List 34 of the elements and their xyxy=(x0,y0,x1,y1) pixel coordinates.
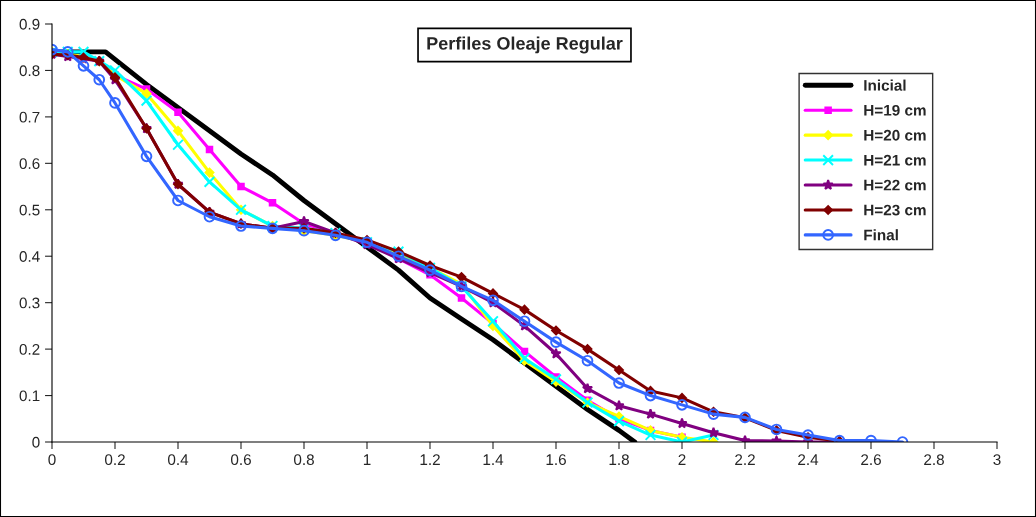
legend-label: H=19 cm xyxy=(864,104,926,116)
y-tick-label: 0.6 xyxy=(19,158,40,170)
x-tick-label: 3 xyxy=(993,454,1001,466)
x-tick-label: 1.2 xyxy=(420,454,440,465)
x-tick-label: 2.4 xyxy=(798,454,819,465)
x-tick-label: 1.6 xyxy=(546,454,566,466)
x-tick-label: 1.8 xyxy=(609,454,629,466)
x-tick-label: 0.6 xyxy=(230,454,251,466)
x-tick-label: 0.2 xyxy=(104,454,125,466)
x-tick-label: 1 xyxy=(363,454,371,465)
x-tick-label: 0.8 xyxy=(293,454,314,466)
x-tick-label: 2.6 xyxy=(861,454,881,466)
y-tick-label: 0.7 xyxy=(19,111,40,123)
y-tick-label: 0.4 xyxy=(19,251,40,262)
x-tick-label: 0 xyxy=(48,454,56,466)
x-tick-label: 2.2 xyxy=(735,454,755,465)
legend-label: H=21 cm xyxy=(864,154,926,166)
x-tick-label: 2.8 xyxy=(924,454,944,466)
x-tick-label: 0.4 xyxy=(167,454,189,466)
y-tick-label: 0.2 xyxy=(19,343,40,355)
legend-label: H=22 cm xyxy=(864,179,926,191)
y-tick-label: 0.9 xyxy=(19,18,40,30)
legend-label: Final xyxy=(864,229,898,241)
legend-label: H=20 cm xyxy=(864,129,926,141)
text: Perfiles Oleaje Regular xyxy=(427,36,623,54)
y-tick-label: 0 xyxy=(32,436,40,448)
legend-label: H=23 cm xyxy=(864,204,926,216)
y-tick-label: 0.3 xyxy=(19,297,40,309)
x-tick-label: 1.4 xyxy=(483,454,504,465)
y-tick-label: 0.5 xyxy=(19,204,40,216)
legend-label: Inicial xyxy=(864,79,906,91)
x-tick-label: 2 xyxy=(678,454,686,465)
y-tick-label: 0.1 xyxy=(19,390,40,402)
y-tick-label: 0.8 xyxy=(19,65,40,77)
